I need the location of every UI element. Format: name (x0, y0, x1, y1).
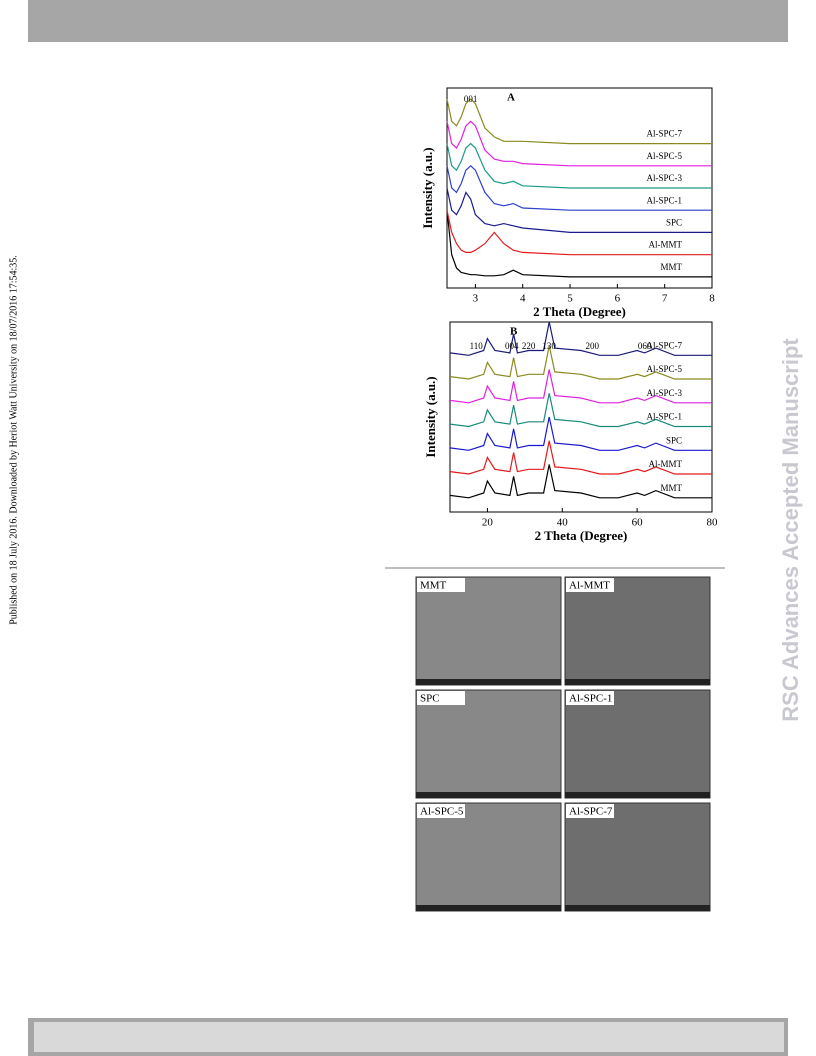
sem-scalebar (416, 679, 561, 685)
series-line (446, 210, 712, 256)
series-label: Al-SPC-3 (646, 173, 682, 183)
series-line (449, 345, 712, 380)
panel-label: A (507, 92, 515, 104)
series-line (449, 464, 712, 499)
image-label-bg (566, 691, 614, 705)
peak-label: 130 (542, 341, 556, 351)
sem-image (415, 576, 562, 686)
series-label: Al-SPC-5 (646, 364, 682, 374)
series-line (449, 393, 712, 428)
x-tick-label: 7 (662, 293, 668, 305)
series-label: SPC (666, 435, 682, 445)
series-label: Al-SPC-3 (646, 388, 682, 398)
x-tick-label: 5 (567, 293, 573, 305)
peak-label: 001 (464, 94, 478, 104)
series-label: MMT (660, 262, 682, 272)
image-label: Al-MMT (569, 580, 610, 592)
series-label: Al-SPC-5 (646, 151, 682, 161)
sem-image (415, 802, 562, 912)
panel-label: B (510, 326, 518, 338)
series-label: Al-SPC-1 (646, 412, 682, 422)
x-tick-label: 6 (615, 293, 621, 305)
x-tick-label: 3 (473, 293, 479, 305)
series-line (446, 120, 712, 167)
footer-inner (34, 1022, 784, 1052)
plot-frame (449, 321, 713, 513)
x-tick-label: 20 (482, 517, 494, 529)
series-line (449, 416, 712, 451)
image-label-bg (417, 691, 465, 705)
sem-image (415, 689, 562, 799)
series-line (446, 210, 712, 278)
series-label: Al-MMT (649, 459, 683, 469)
watermark: RSC Advances Accepted Manuscript (778, 338, 803, 722)
series-label: SPC (666, 218, 682, 228)
series-line (446, 187, 712, 233)
series-line (449, 440, 712, 475)
header-bar (28, 0, 788, 42)
peak-label: 060 (638, 341, 652, 351)
sem-scalebar (565, 905, 710, 911)
series-label: MMT (660, 483, 682, 493)
x-axis-label: 2 Theta (Degree) (533, 304, 626, 319)
series-line (449, 321, 712, 356)
sem-image (564, 689, 711, 799)
image-label-bg (566, 578, 614, 592)
image-label: Al-SPC-5 (420, 806, 464, 818)
image-label-bg (417, 578, 465, 592)
sem-scalebar (565, 679, 710, 685)
x-tick-label: 40 (557, 517, 569, 529)
x-tick-label: 4 (520, 293, 526, 305)
image-label-bg (566, 804, 614, 818)
series-line (446, 98, 712, 145)
x-tick-label: 60 (632, 517, 644, 529)
series-label: Al-SPC-7 (646, 340, 682, 350)
image-label: Al-SPC-7 (569, 806, 613, 818)
peak-label: 110 (470, 341, 484, 351)
peak-label: 004 (505, 341, 519, 351)
series-line (449, 369, 712, 404)
sem-image (564, 576, 711, 686)
x-tick-label: 8 (709, 293, 715, 305)
y-axis-label: Intensity (a.u.) (420, 147, 435, 228)
series-label: Al-MMT (649, 240, 683, 250)
series-label: Al-SPC-7 (646, 129, 682, 139)
image-label: Al-SPC-1 (569, 693, 612, 705)
series-line (446, 142, 712, 189)
y-axis-label: Intensity (a.u.) (423, 376, 438, 457)
peak-label: 220 (522, 341, 536, 351)
x-axis-label: 2 Theta (Degree) (535, 528, 628, 543)
peak-label: 200 (585, 341, 599, 351)
sem-scalebar (416, 905, 561, 911)
series-line (446, 164, 712, 211)
series-label: Al-SPC-1 (646, 195, 682, 205)
image-label: MMT (420, 580, 447, 592)
image-label-bg (417, 804, 465, 818)
sem-scalebar (565, 792, 710, 798)
sem-scalebar (416, 792, 561, 798)
image-label: SPC (420, 693, 440, 705)
x-tick-label: 80 (707, 517, 719, 529)
side-note: Published on 18 July 2016. Downloaded by… (8, 255, 19, 625)
sem-image (564, 802, 711, 912)
